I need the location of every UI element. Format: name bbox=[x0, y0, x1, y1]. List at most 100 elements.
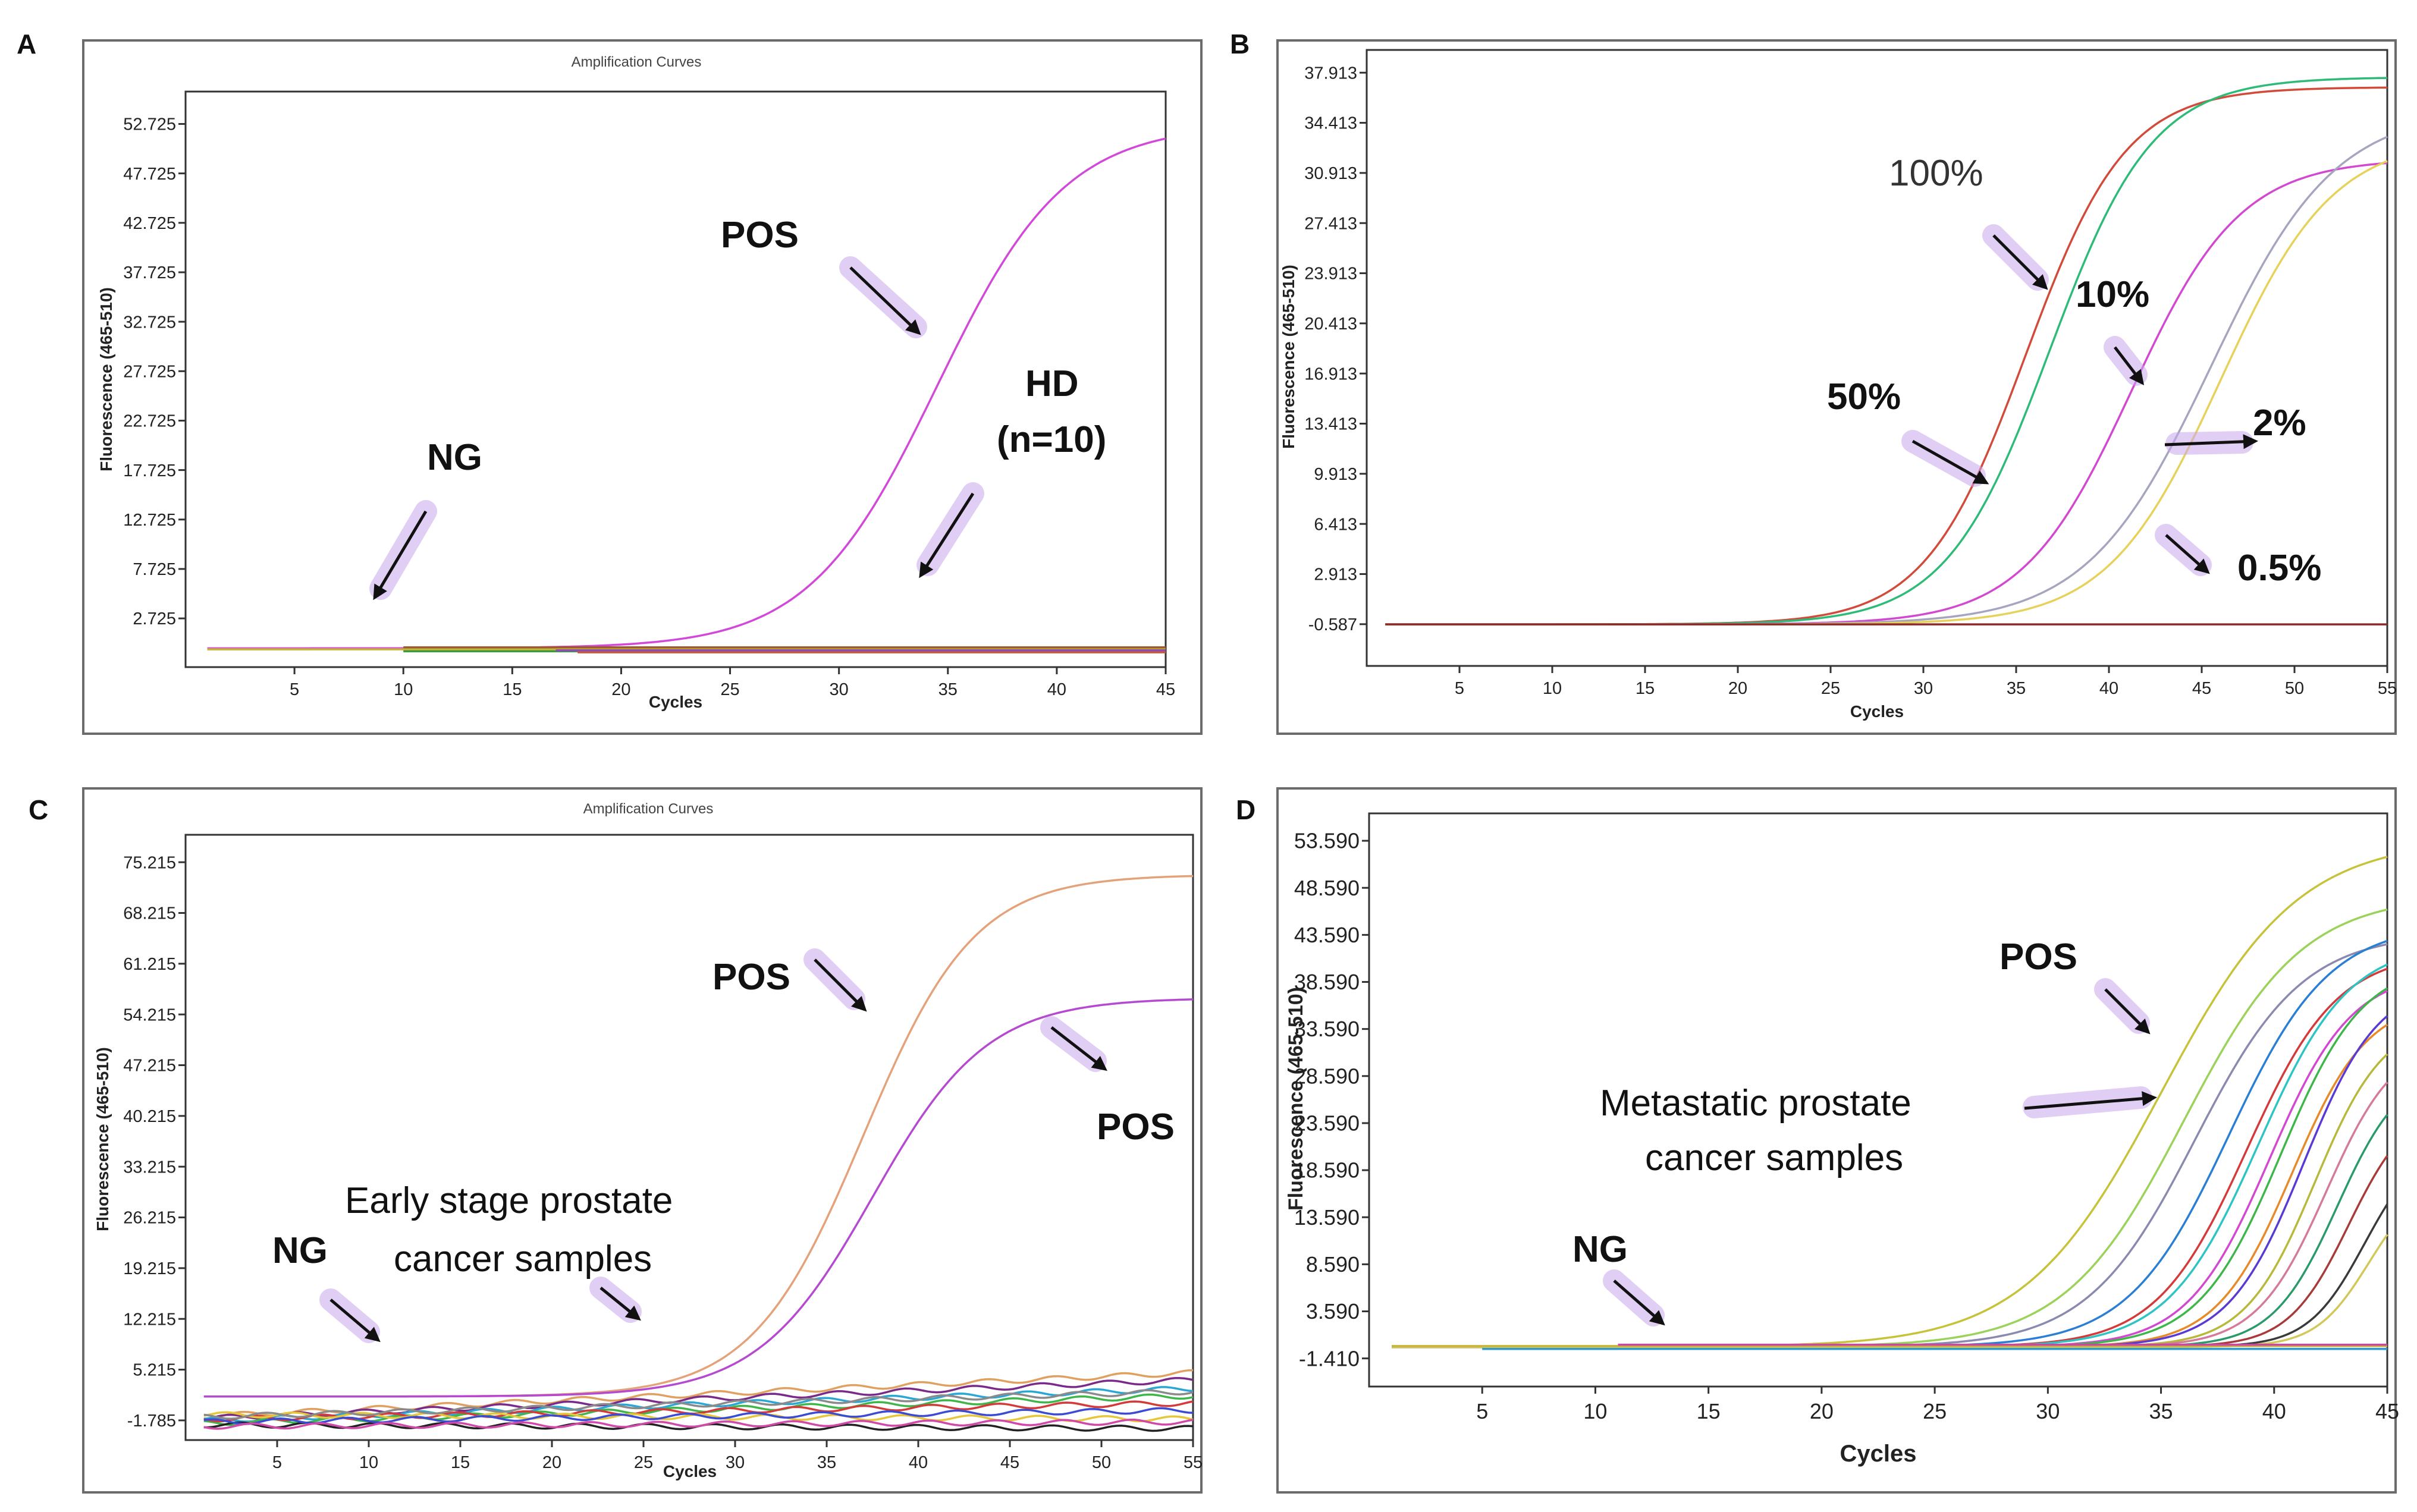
panel-c-x-tick-label-0: 5 bbox=[272, 1453, 282, 1472]
panel-c-x-tick-label-10: 55 bbox=[1184, 1453, 1203, 1472]
panel-b-y-tick-label-1: 34.413 bbox=[1304, 114, 1357, 133]
panel-a-y-tick-label-2: 42.725 bbox=[123, 214, 176, 233]
panel-b-x-tick-label-10: 55 bbox=[2378, 679, 2397, 698]
panel-d-x-tick-label-0: 5 bbox=[1476, 1399, 1488, 1423]
panel-a-axes: 5 10 15 20 25 30 35 40 45 52.725 47.725 42.725 37.72… bbox=[123, 115, 1175, 699]
panel-b-annotation-10: 10% bbox=[2076, 274, 2149, 315]
panel-b-arrow-100 bbox=[1992, 234, 2048, 290]
panel-a-y-tick-label-0: 52.725 bbox=[123, 115, 176, 134]
panel-d-y-tick-label-6: 23.590 bbox=[1294, 1111, 1360, 1136]
panel-b-x-tick-label-1: 10 bbox=[1543, 679, 1562, 698]
panel-b-y-tick-label-0: 37.913 bbox=[1304, 64, 1357, 83]
panel-a-x-tick-label-3: 20 bbox=[611, 680, 630, 699]
panel-a-y-tick-label-10: 2.725 bbox=[133, 609, 176, 628]
panel-a-y-tick-label-3: 37.725 bbox=[123, 263, 176, 282]
panel-d-x-tick-label-4: 25 bbox=[1923, 1399, 1947, 1423]
panel-d-axes: 5 10 15 20 25 30 35 40 45 53.590 48.590 43.590 38.59… bbox=[1294, 829, 2399, 1423]
panel-d-y-tick-label-5: 28.590 bbox=[1294, 1064, 1360, 1088]
panel-a-annotation-ng: NG bbox=[427, 437, 482, 478]
panel-d-y-tick-label-3: 38.590 bbox=[1294, 970, 1360, 994]
panel-b-x-tick-label-2: 15 bbox=[1636, 679, 1655, 698]
panel-d-annotation-meta-line2: cancer samples bbox=[1645, 1137, 1903, 1178]
panel-c-x-axis-label: Cycles bbox=[663, 1462, 717, 1480]
panel-d-y-tick-label-1: 48.590 bbox=[1294, 876, 1360, 900]
panel-a-y-axis-label: Fluorescence (465-510) bbox=[97, 287, 115, 471]
panel-a-x-tick-label-2: 15 bbox=[503, 680, 522, 699]
panel-d-x-tick-label-3: 20 bbox=[1810, 1399, 1834, 1423]
panel-c-y-tick-label-10: 5.215 bbox=[133, 1361, 176, 1380]
panel-a-series-pos bbox=[207, 137, 1166, 650]
panel-b-annotation-2: 2% bbox=[2253, 403, 2306, 444]
panel-b-y-tick-label-8: 9.913 bbox=[1314, 465, 1357, 484]
panel-b-y-tick-label-5: 20.413 bbox=[1304, 315, 1357, 334]
panel-a-y-tick-label-8: 12.725 bbox=[123, 511, 176, 530]
panel-b-y-tick-label-4: 23.913 bbox=[1304, 265, 1357, 284]
panel-d-y-tick-label-11: -1.410 bbox=[1299, 1346, 1360, 1370]
panel-letter-d: D bbox=[1236, 794, 1255, 825]
panel-a-y-tick-label-5: 27.725 bbox=[123, 362, 176, 381]
panel-a-curves bbox=[207, 137, 1166, 653]
panel-d-x-tick-label-6: 35 bbox=[2149, 1399, 2173, 1423]
panel-c-series-s7 bbox=[203, 1407, 1194, 1425]
panel-a-x-tick-label-1: 10 bbox=[394, 680, 413, 699]
panel-c-y-tick-label-4: 47.215 bbox=[123, 1057, 176, 1076]
panel-c: C Amplification Curves 5 10 15 20 25 30 35 40 45… bbox=[29, 787, 1203, 1494]
panel-d-y-tick-label-0: 53.590 bbox=[1294, 829, 1360, 853]
panel-b-arrow-05 bbox=[2165, 534, 2210, 574]
panel-c-y-tick-label-9: 12.215 bbox=[123, 1310, 176, 1329]
panel-c-y-tick-label-2: 61.215 bbox=[123, 955, 176, 974]
panel-b-x-tick-label-4: 25 bbox=[1821, 679, 1840, 698]
panel-d-y-tick-label-4: 33.590 bbox=[1294, 1017, 1360, 1041]
panel-c-annotation-early-line1: Early stage prostate bbox=[345, 1180, 673, 1221]
panel-a-annotation-pos: POS bbox=[721, 215, 799, 256]
panel-a-x-tick-label-0: 5 bbox=[290, 680, 299, 699]
panel-c-x-tick-label-6: 35 bbox=[817, 1453, 836, 1472]
panel-d-x-tick-label-2: 15 bbox=[1697, 1399, 1721, 1423]
panel-b-annotation-100: 100% bbox=[1889, 153, 1983, 194]
panel-c-y-tick-label-6: 33.215 bbox=[123, 1158, 176, 1177]
panel-c-annotation-ng: NG bbox=[272, 1230, 328, 1271]
panel-c-y-tick-label-7: 26.215 bbox=[123, 1209, 176, 1228]
panel-c-y-tick-label-1: 68.215 bbox=[123, 904, 176, 923]
panel-c-x-tick-label-4: 25 bbox=[634, 1453, 653, 1472]
panel-c-x-tick-label-2: 15 bbox=[451, 1453, 470, 1472]
panel-b-y-tick-label-9: 6.413 bbox=[1314, 515, 1357, 534]
panel-letter-c: C bbox=[29, 794, 48, 825]
panel-c-annotation-pos-1: POS bbox=[712, 957, 790, 998]
panel-a-annotation-hd: HD bbox=[1025, 363, 1079, 404]
panel-d-y-tick-label-7: 18.590 bbox=[1294, 1158, 1360, 1183]
panel-a: A Amplification Curves 5 10 15 20 25 30 35 40 45… bbox=[17, 29, 1203, 735]
panel-d-y-tick-label-10: 3.590 bbox=[1306, 1299, 1360, 1324]
panel-c-y-tick-label-3: 54.215 bbox=[123, 1005, 176, 1024]
panel-c-series-ng bbox=[203, 1369, 1194, 1420]
panel-b-plot-area bbox=[1366, 49, 2388, 667]
panel-c-arrow-ng bbox=[329, 1299, 381, 1343]
panel-d-annotation-meta-line1: Metastatic prostate bbox=[1600, 1083, 1911, 1124]
panel-b-y-tick-label-2: 30.913 bbox=[1304, 164, 1357, 183]
panel-b-annotation-05: 0.5% bbox=[2237, 548, 2321, 589]
panel-b-x-tick-label-7: 40 bbox=[2099, 679, 2118, 698]
panel-d-annotation-ng: NG bbox=[1572, 1229, 1628, 1270]
panel-a-arrow-ng bbox=[373, 510, 428, 601]
panel-c-arrow-pos-2 bbox=[1050, 1026, 1107, 1071]
panel-b: B 5 10 15 20 25 30 35 40 45 50 55 37.913 34.413 30.91… bbox=[1230, 29, 2397, 735]
panel-b-y-tick-label-11: -0.587 bbox=[1308, 615, 1357, 634]
panel-d-plot-area bbox=[1368, 812, 2388, 1388]
panel-b-arrow-2 bbox=[2164, 434, 2258, 449]
panel-letter-b: B bbox=[1230, 29, 1250, 59]
panel-c-y-tick-label-11: -1.785 bbox=[127, 1412, 176, 1431]
panel-a-y-tick-label-9: 7.725 bbox=[133, 560, 176, 579]
panel-a-arrow-pos bbox=[849, 266, 921, 335]
panel-a-y-tick-label-7: 17.725 bbox=[123, 461, 176, 480]
panel-b-y-axis-label: Fluorescence (465-510) bbox=[1279, 265, 1298, 449]
panel-d-arrow-ng bbox=[1613, 1280, 1665, 1326]
panel-b-y-tick-label-7: 13.413 bbox=[1304, 415, 1357, 434]
panel-c-y-tick-label-0: 75.215 bbox=[123, 853, 176, 872]
panel-b-y-tick-label-3: 27.413 bbox=[1304, 214, 1357, 233]
panel-c-x-tick-label-5: 30 bbox=[726, 1453, 745, 1472]
panel-b-arrow-50 bbox=[1911, 439, 1989, 485]
panel-c-axes: 5 10 15 20 25 30 35 40 45 50 55 75.215 68.215 61.215 5… bbox=[123, 853, 1203, 1472]
panel-a-x-tick-label-4: 25 bbox=[720, 680, 739, 699]
panel-c-arrow-pos-1 bbox=[814, 958, 867, 1012]
